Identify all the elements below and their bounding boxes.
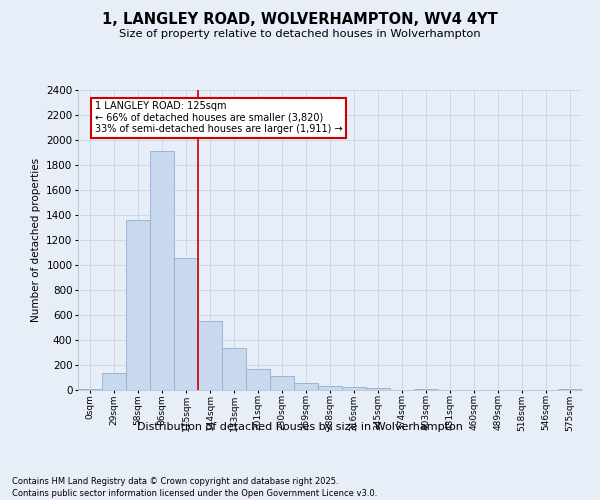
Bar: [102, 373, 126, 390]
Bar: [150, 151, 174, 390]
Bar: [414, 389, 438, 390]
Bar: [366, 388, 390, 390]
Bar: [342, 387, 366, 390]
Text: Size of property relative to detached houses in Wolverhampton: Size of property relative to detached ho…: [119, 29, 481, 39]
Bar: [246, 369, 270, 390]
Y-axis label: Number of detached properties: Number of detached properties: [31, 158, 41, 322]
Text: Contains HM Land Registry data © Crown copyright and database right 2025.: Contains HM Land Registry data © Crown c…: [12, 478, 338, 486]
Bar: [294, 383, 318, 390]
Bar: [198, 320, 222, 390]
Bar: [126, 220, 150, 390]
Bar: [222, 348, 246, 390]
Bar: [270, 376, 294, 390]
Bar: [78, 389, 102, 390]
Text: Distribution of detached houses by size in Wolverhampton: Distribution of detached houses by size …: [137, 422, 463, 432]
Bar: [558, 389, 582, 390]
Bar: [174, 258, 198, 390]
Text: 1, LANGLEY ROAD, WOLVERHAMPTON, WV4 4YT: 1, LANGLEY ROAD, WOLVERHAMPTON, WV4 4YT: [102, 12, 498, 28]
Bar: [318, 386, 342, 390]
Text: Contains public sector information licensed under the Open Government Licence v3: Contains public sector information licen…: [12, 489, 377, 498]
Text: 1 LANGLEY ROAD: 125sqm
← 66% of detached houses are smaller (3,820)
33% of semi-: 1 LANGLEY ROAD: 125sqm ← 66% of detached…: [95, 101, 343, 134]
